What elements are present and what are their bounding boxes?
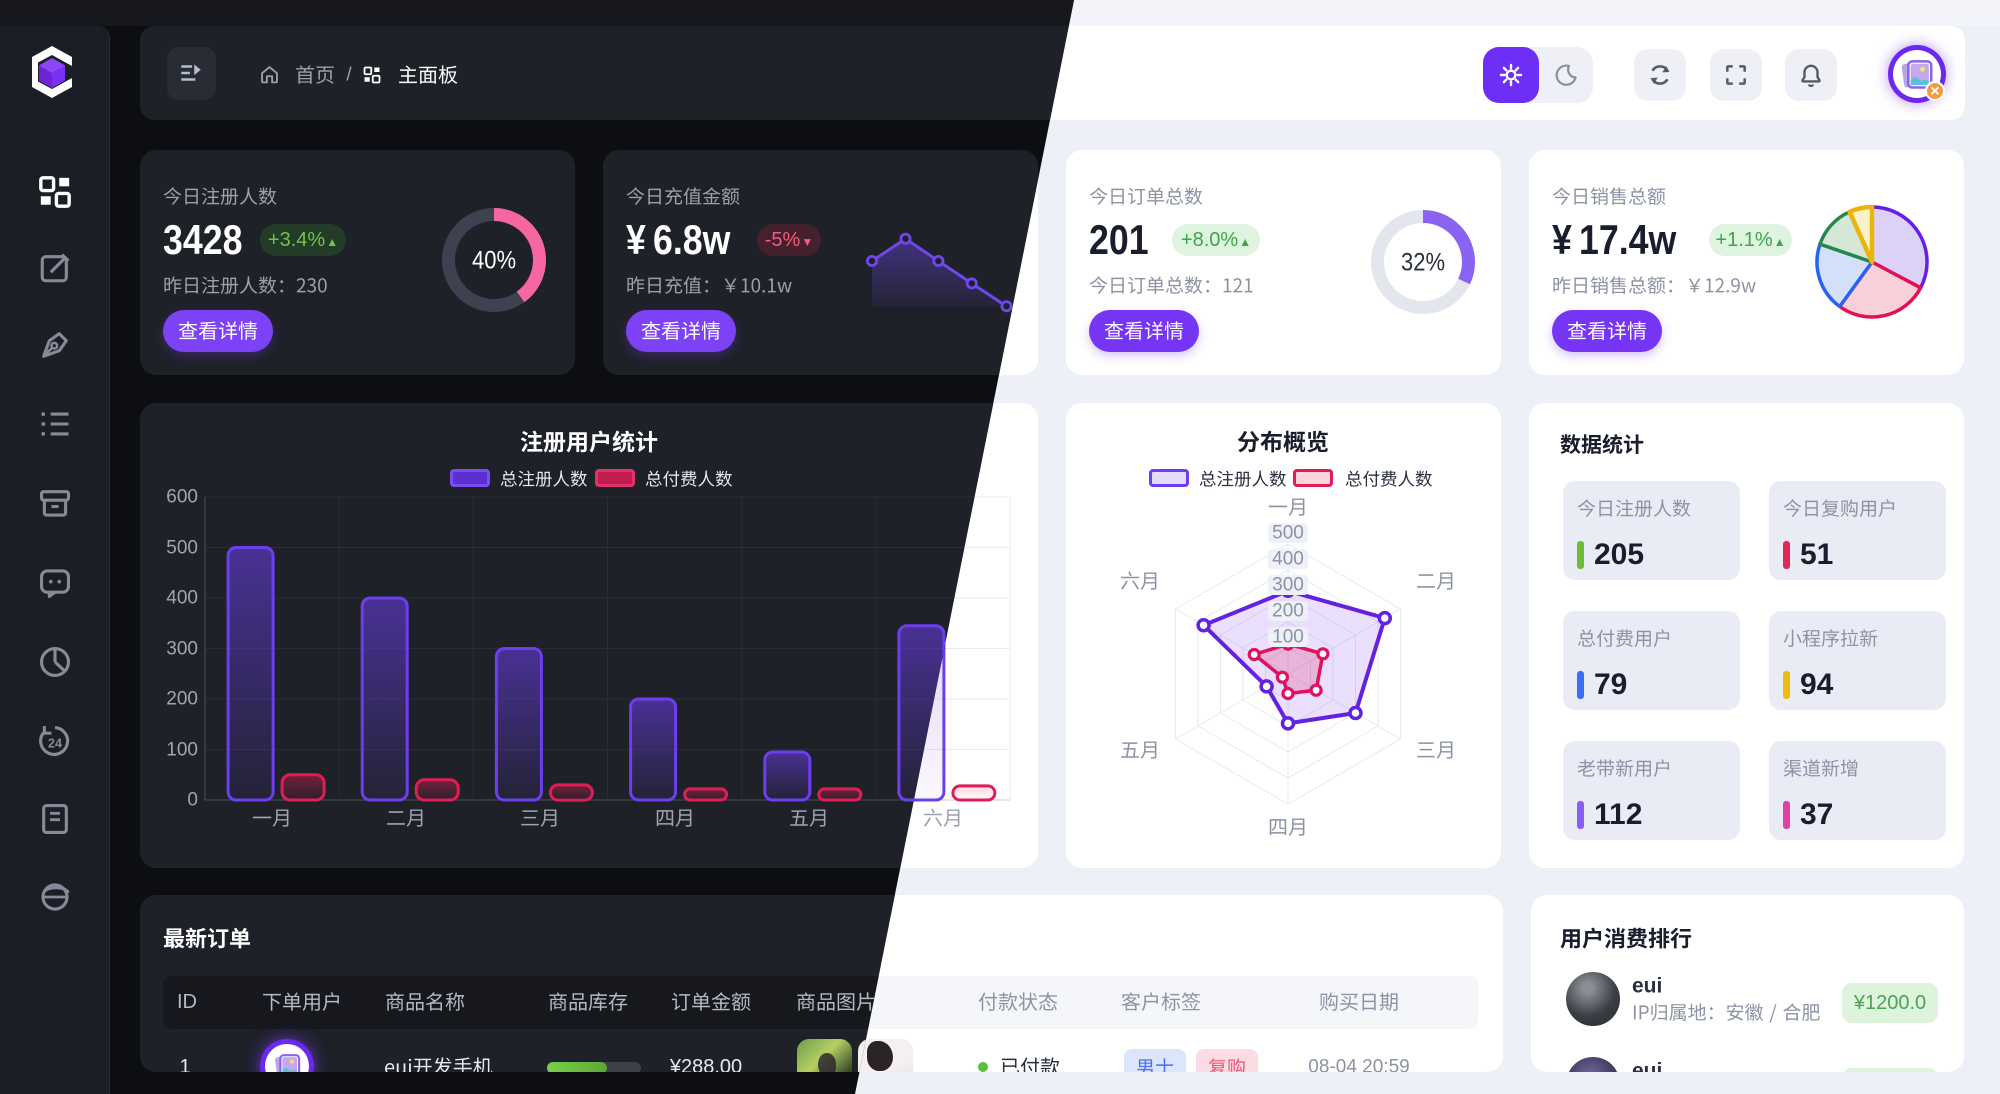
svg-text:24: 24 xyxy=(48,735,63,750)
